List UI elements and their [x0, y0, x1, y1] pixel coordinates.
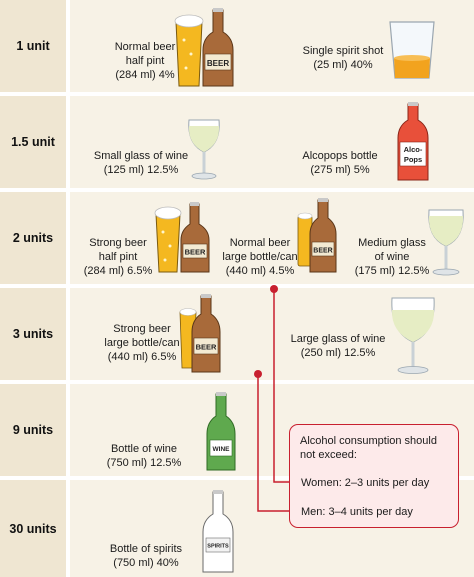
alcopops-bottle-icon: Alco- Pops — [397, 102, 429, 181]
unit-cell: 3 units — [0, 288, 66, 380]
bottle-label-text: BEER — [207, 59, 229, 68]
unit-cell: 1 unit — [0, 0, 66, 92]
bottle-label-text: SPIRITS — [207, 544, 229, 550]
item-label-bottle-of-wine: Bottle of wine (750 ml) 12.5% — [106, 443, 182, 469]
consumption-limit-callout: Alcohol consumption should not exceed: W… — [289, 424, 459, 528]
item-label-normal-beer-large-bottle-can: Normal beer large bottle/can (440 ml) 4.5% — [222, 237, 298, 277]
row-2-units: 2 units Strong beer half pint (284 ml) 6.5… — [0, 192, 474, 284]
unit-label: 2 units — [12, 231, 54, 245]
bottle-label-text: Pops — [404, 155, 422, 164]
normal-beer-large-bottle-icon: BEER — [297, 198, 337, 273]
large-wine-glass-icon — [391, 297, 435, 374]
beer-pint-and-bottle-icon: BEER — [174, 8, 234, 87]
bottle-label-text: WINE — [213, 446, 231, 453]
unit-cell: 2 units — [0, 192, 66, 284]
spirit-shot-glass-icon — [389, 21, 435, 79]
item-label-normal-beer-half-pint: Normal beer half pint (284 ml) 4% — [114, 41, 176, 81]
item-label-small-glass-of-wine: Small glass of wine (125 ml) 12.5% — [93, 150, 189, 176]
medium-wine-glass-icon — [428, 209, 464, 276]
unit-cell: 1.5 unit — [0, 96, 66, 188]
strong-beer-half-pint-icon: BEER — [154, 202, 210, 273]
callout-heading-line-1: Alcohol consumption should — [300, 435, 437, 447]
men-limit-text: Men: 3–4 units per day — [301, 506, 413, 518]
unit-label: 1 unit — [16, 39, 50, 53]
bottle-label-text: BEER — [185, 248, 206, 257]
bottle-label-text: BEER — [196, 343, 217, 352]
item-label-strong-beer-half-pint: Strong beer half pint (284 ml) 6.5% — [83, 237, 153, 277]
women-limit-text: Women: 2–3 units per day — [301, 477, 430, 489]
wine-bottle-icon: WINE — [206, 392, 236, 471]
unit-label: 1.5 unit — [11, 135, 55, 149]
unit-label: 30 units — [9, 521, 57, 536]
item-label-single-spirit-shot: Single spirit shot (25 ml) 40% — [302, 45, 384, 71]
unit-cell: 9 units — [0, 384, 66, 476]
unit-label: 3 units — [12, 327, 54, 341]
small-wine-glass-icon — [188, 119, 220, 180]
unit-cell: 30 units — [0, 480, 66, 577]
bottle-label-text: Alco- — [404, 145, 423, 154]
item-label-strong-beer-large-bottle-can: Strong beer large bottle/can (440 ml) 6.5% — [104, 323, 180, 363]
item-label-medium-glass-of-wine: Medium glass of wine (175 ml) 12.5% — [354, 237, 430, 277]
strong-beer-large-bottle-icon: BEER — [179, 294, 221, 373]
item-label-bottle-of-spirits: Bottle of spirits (750 ml) 40% — [109, 543, 183, 569]
bottle-label-text: BEER — [313, 248, 332, 255]
item-label-large-glass-of-wine: Large glass of wine (250 ml) 12.5% — [290, 333, 386, 359]
callout-heading-line-2: not exceed: — [300, 449, 357, 461]
unit-label: 9 units — [12, 423, 54, 437]
item-label-alcopops-bottle: Alcopops bottle (275 ml) 5% — [302, 150, 378, 176]
row-3-units: 3 units Strong beer large bottle/can (440 … — [0, 288, 474, 380]
row-1-5-unit: 1.5 unit Small glass of wine (125 ml) 12.… — [0, 96, 474, 188]
content-cell — [70, 192, 474, 284]
spirits-bottle-icon: SPIRITS — [202, 490, 234, 573]
row-1-unit: 1 unit Normal beer half pint (284 ml) 4% B… — [0, 0, 474, 92]
